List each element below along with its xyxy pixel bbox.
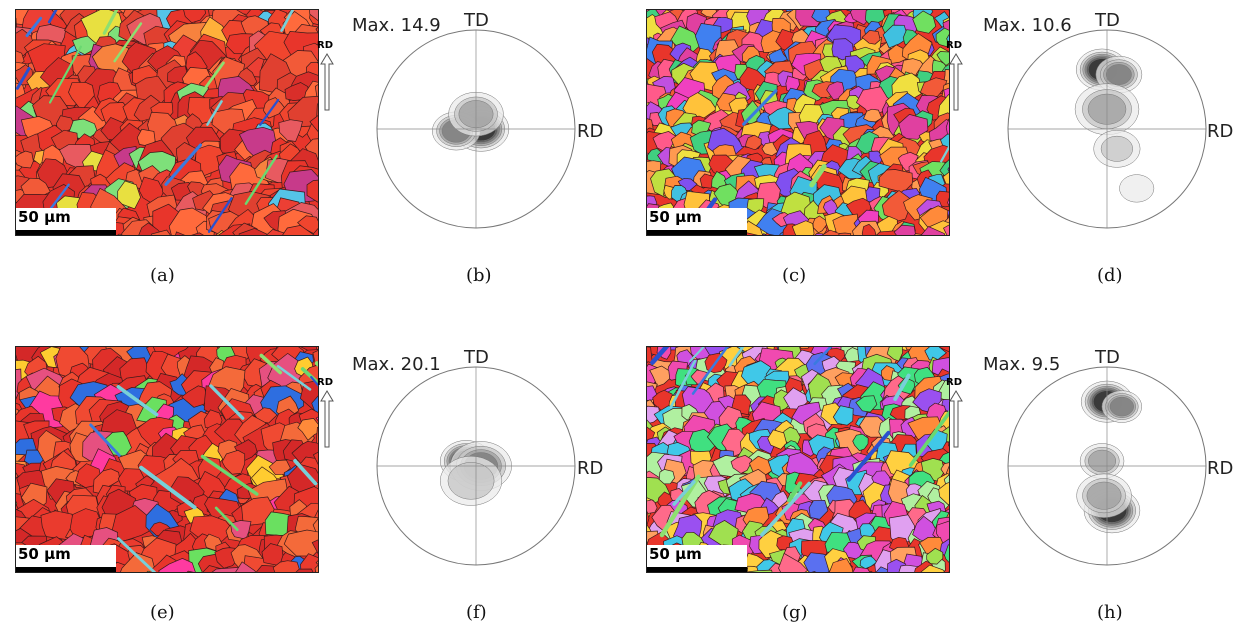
rd-label: RD	[577, 121, 604, 142]
td-label: TD	[464, 10, 489, 31]
max-intensity-label: Max. 9.5	[983, 354, 1061, 375]
ebsd-map-a: 50 µm	[15, 9, 319, 236]
rd-arrow-icon: RD	[946, 377, 966, 457]
scale-bar: 50 µm	[16, 545, 116, 572]
caption-c: (c)	[782, 265, 807, 286]
ebsd-map-c: 50 µm	[646, 9, 950, 236]
td-label: TD	[1095, 10, 1120, 31]
caption-h: (h)	[1097, 602, 1123, 623]
max-intensity-label: Max. 14.9	[352, 15, 441, 36]
rd-arrow-label: RD	[946, 377, 963, 388]
rd-arrow-label: RD	[317, 377, 334, 388]
caption-b: (b)	[466, 265, 492, 286]
scale-bar: 50 µm	[16, 208, 116, 235]
scale-bar-label: 50 µm	[18, 545, 71, 563]
max-intensity-label: Max. 10.6	[983, 15, 1072, 36]
caption-d: (d)	[1097, 265, 1123, 286]
rd-label: RD	[1207, 121, 1234, 142]
scale-bar-label: 50 µm	[649, 208, 702, 226]
pole-figure-b	[376, 29, 576, 229]
rd-label: RD	[1207, 458, 1234, 479]
caption-g: (g)	[782, 602, 808, 623]
scale-bar-label: 50 µm	[649, 545, 702, 563]
rd-label: RD	[577, 458, 604, 479]
caption-a: (a)	[150, 265, 175, 286]
td-label: TD	[1095, 347, 1120, 368]
ebsd-map-g: 50 µm	[646, 346, 950, 573]
scale-bar-label: 50 µm	[18, 208, 71, 226]
ebsd-map-e: 50 µm	[15, 346, 319, 573]
rd-arrow-icon: RD	[317, 377, 337, 457]
caption-f: (f)	[466, 602, 487, 623]
rd-arrow-icon: RD	[946, 40, 966, 120]
pole-figure-h	[1007, 366, 1207, 566]
pole-figure-f	[376, 366, 576, 566]
scale-bar: 50 µm	[647, 545, 747, 572]
max-intensity-label: Max. 20.1	[352, 354, 441, 375]
rd-arrow-icon: RD	[317, 40, 337, 120]
scale-bar: 50 µm	[647, 208, 747, 235]
rd-arrow-label: RD	[946, 40, 963, 51]
rd-arrow-label: RD	[317, 40, 334, 51]
pole-figure-d	[1007, 29, 1207, 229]
caption-e: (e)	[150, 602, 175, 623]
td-label: TD	[464, 347, 489, 368]
